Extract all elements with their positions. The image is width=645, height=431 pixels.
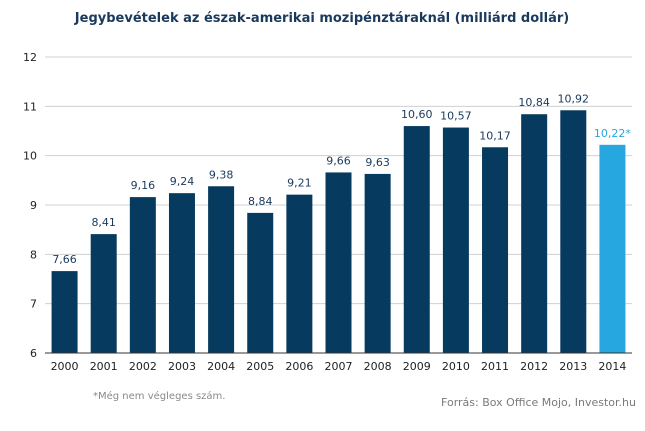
y-tick-label: 11 bbox=[23, 100, 37, 113]
data-labels: 7,66 8,41 9,16 9,24 9,38 8,84 9,21 9,66 9,63 10,6… bbox=[52, 92, 631, 266]
x-tick-label: 2003 bbox=[168, 360, 196, 373]
bar-2013 bbox=[560, 110, 587, 353]
bar-2012 bbox=[521, 114, 548, 353]
y-axis-ticks: 6 7 8 9 10 11 12 bbox=[23, 51, 37, 360]
x-tick-label: 2001 bbox=[90, 360, 118, 373]
data-label: 8,41 bbox=[91, 216, 116, 229]
y-tick-label: 10 bbox=[23, 150, 37, 163]
x-tick-label: 2002 bbox=[129, 360, 157, 373]
data-label: 9,16 bbox=[131, 179, 156, 192]
data-label: 9,38 bbox=[209, 168, 234, 181]
data-label: 9,66 bbox=[326, 154, 351, 167]
x-tick-label: 2012 bbox=[520, 360, 548, 373]
data-label: 7,66 bbox=[52, 253, 77, 266]
x-tick-label: 2013 bbox=[559, 360, 587, 373]
bar-2005 bbox=[247, 212, 274, 353]
y-tick-label: 9 bbox=[30, 199, 37, 212]
data-label: 10,57 bbox=[440, 110, 472, 123]
x-tick-label: 2009 bbox=[403, 360, 431, 373]
x-tick-label: 2014 bbox=[598, 360, 626, 373]
data-label: 10,17 bbox=[479, 129, 511, 142]
bar-2008 bbox=[364, 173, 391, 353]
x-tick-label: 2011 bbox=[481, 360, 509, 373]
data-label: 8,84 bbox=[248, 195, 273, 208]
y-tick-label: 12 bbox=[23, 51, 37, 64]
data-label: 10,92 bbox=[558, 92, 590, 105]
bar-2011 bbox=[482, 147, 509, 353]
data-label: 10,60 bbox=[401, 108, 433, 121]
bar-2004 bbox=[208, 186, 235, 353]
bar-2009 bbox=[403, 126, 430, 353]
data-label: 9,21 bbox=[287, 177, 312, 190]
data-label: 10,84 bbox=[518, 96, 550, 109]
x-tick-label: 2010 bbox=[442, 360, 470, 373]
bar-2002 bbox=[129, 197, 156, 353]
bar-2001 bbox=[90, 234, 117, 353]
data-label: 10,22* bbox=[594, 127, 631, 140]
x-tick-label: 2008 bbox=[364, 360, 392, 373]
data-label: 9,24 bbox=[170, 175, 195, 188]
bar-2014 bbox=[599, 144, 626, 353]
bar-2010 bbox=[442, 127, 469, 354]
x-tick-label: 2007 bbox=[325, 360, 353, 373]
data-label: 9,63 bbox=[365, 156, 390, 169]
x-tick-label: 2000 bbox=[51, 360, 79, 373]
footnote: *Még nem végleges szám. bbox=[93, 390, 225, 402]
x-tick-label: 2004 bbox=[207, 360, 235, 373]
bar-2003 bbox=[168, 193, 195, 353]
y-tick-label: 8 bbox=[30, 248, 37, 261]
x-tick-label: 2005 bbox=[246, 360, 274, 373]
bar-2006 bbox=[286, 194, 313, 353]
chart-title: Jegybevételek az észak-amerikai mozipénz… bbox=[74, 11, 569, 26]
source-note: Forrás: Box Office Mojo, Investor.hu bbox=[441, 396, 636, 409]
y-tick-label: 7 bbox=[30, 298, 37, 311]
y-tick-label: 6 bbox=[30, 347, 37, 360]
x-axis-ticks: 2000 2001 2002 2003 2004 2005 2006 2007 2008 2009… bbox=[51, 360, 627, 373]
x-tick-label: 2006 bbox=[285, 360, 313, 373]
bar-2000 bbox=[51, 271, 78, 353]
bars bbox=[51, 110, 626, 354]
bar-2007 bbox=[325, 172, 352, 353]
